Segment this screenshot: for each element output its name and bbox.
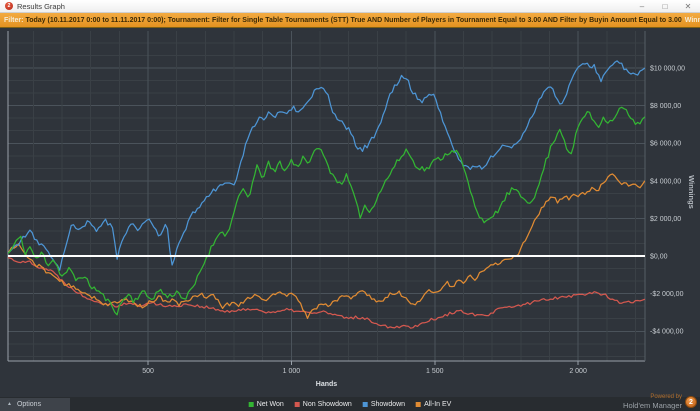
results-chart: $10 000,00 $8 000,00 $6 000,00 $4 000,00 $2 … (0, 28, 700, 397)
chevron-up-icon: ▲ (7, 401, 12, 407)
svg-text:$10 000,00: $10 000,00 (650, 66, 685, 73)
window-title: Results Graph (17, 1, 65, 11)
close-icon[interactable]: ✕ (684, 1, 692, 11)
legend-item-non-showdown[interactable]: Non Showdown (294, 400, 352, 408)
legend-swatch-icon (294, 401, 300, 407)
legend-item-net-won[interactable]: Net Won (248, 400, 284, 408)
legend-label: Non Showdown (302, 400, 352, 408)
legend-label: Net Won (256, 400, 284, 408)
chart-legend: Net Won Non Showdown Showdown All-In EV (248, 397, 451, 411)
winnings-label: Winnings: (684, 16, 700, 24)
svg-text:-$4 000,00: -$4 000,00 (650, 329, 684, 336)
powered-by: Powered by Hold'em Manager 2 (623, 394, 697, 410)
legend-item-all-in-ev[interactable]: All-In EV (416, 401, 451, 408)
filter-label: Filter: (4, 16, 24, 24)
chart-canvas: $10 000,00 $8 000,00 $6 000,00 $4 000,00 $2 … (7, 31, 696, 388)
app-logo-icon: 2 (5, 2, 13, 10)
minimize-icon[interactable]: – (639, 1, 645, 11)
svg-text:2 000: 2 000 (569, 368, 587, 375)
svg-text:$6 000,00: $6 000,00 (650, 141, 681, 148)
svg-text:Winnings: Winnings (687, 175, 696, 209)
svg-text:$8 000,00: $8 000,00 (650, 103, 681, 110)
legend-label: Showdown (370, 400, 406, 408)
legend-label: All-In EV (424, 400, 452, 408)
svg-text:-$2 000,00: -$2 000,00 (650, 291, 684, 298)
legend-swatch-icon (416, 401, 422, 407)
options-button-label: Options (16, 401, 42, 408)
title-bar: 2 Results Graph – □ ✕ (0, 0, 700, 13)
svg-text:1 000: 1 000 (283, 368, 301, 375)
svg-text:500: 500 (142, 368, 154, 375)
svg-text:$4 000,00: $4 000,00 (650, 178, 681, 185)
svg-text:$2 000,00: $2 000,00 (650, 216, 681, 223)
filter-text: Today (10.11.2017 0:00 to 11.11.2017 0:0… (25, 16, 682, 24)
powered-by-text: Powered by (650, 394, 682, 400)
svg-text:$0,00: $0,00 (650, 254, 668, 261)
holdem-manager-text: Hold'em Manager (623, 401, 682, 410)
svg-text:Hands: Hands (316, 381, 338, 388)
legend-swatch-icon (362, 401, 368, 407)
maximize-icon[interactable]: □ (662, 1, 668, 11)
window-controls: – □ ✕ (635, 1, 695, 12)
holdem-manager-logo-icon: 2 (685, 396, 697, 408)
legend-swatch-icon (248, 401, 254, 407)
filter-bar: Filter: Today (10.11.2017 0:00 to 11.11.… (0, 13, 700, 28)
legend-item-showdown[interactable]: Showdown (362, 400, 406, 408)
svg-text:1 500: 1 500 (426, 368, 444, 375)
options-button[interactable]: ▲ Options (0, 398, 70, 411)
bottom-bar: ▲ Options Net Won Non Showdown Showdown All… (0, 397, 700, 411)
